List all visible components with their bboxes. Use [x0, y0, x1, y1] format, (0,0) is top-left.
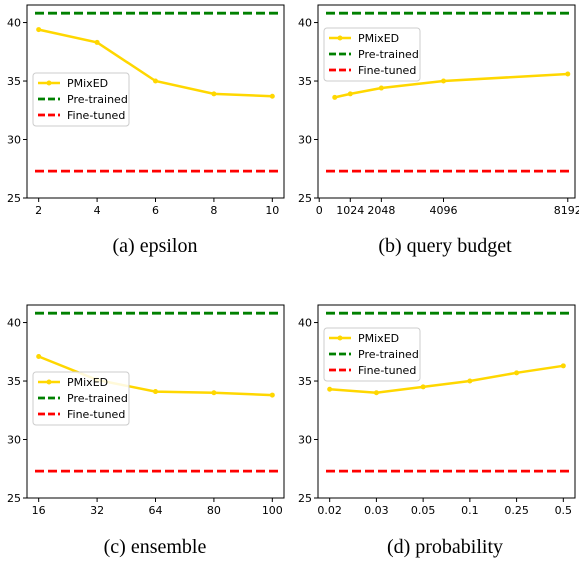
data-point-pmixed: [378, 85, 384, 91]
y-tick-label: 40: [7, 17, 21, 30]
data-point-pmixed: [211, 390, 217, 396]
y-tick-label: 30: [7, 434, 21, 447]
legend-label-finetuned: Fine-tuned: [67, 109, 125, 122]
legend-label-pretrained: Pre-trained: [67, 93, 128, 106]
caption-epsilon: (a) epsilon: [113, 235, 198, 257]
legend-marker: [337, 35, 343, 41]
data-point-pmixed: [269, 392, 275, 398]
chart-marks: 25 30 35 40 0.02 0.03 0.05 0.1 0.25 0.5 PMixED Pre-…: [298, 311, 573, 517]
chart-ensemble: 25 30 35 40 16 32 64 80 100 PMixED Pre-trained Fine…: [7, 304, 285, 558]
data-point-pmixed: [514, 370, 520, 376]
y-tick-label: 25: [298, 492, 312, 505]
legend-marker: [46, 80, 52, 86]
legend-box: [323, 27, 421, 82]
x-tick-label: 8: [210, 204, 217, 217]
data-point-pmixed: [440, 78, 446, 84]
legend-label-pretrained: Pre-trained: [67, 392, 128, 405]
x-tick-label: 2: [35, 204, 42, 217]
data-point-pmixed: [36, 27, 42, 33]
data-point-pmixed: [560, 363, 566, 369]
series-line-pmixed: [329, 364, 564, 394]
y-tick-label: 40: [298, 317, 312, 330]
legend-label-pretrained: Pre-trained: [358, 348, 419, 361]
x-tick-label: 8192: [554, 204, 579, 217]
y-tick-label: 35: [298, 75, 312, 88]
x-tick-label: 64: [149, 504, 163, 517]
data-point-pmixed: [347, 91, 353, 97]
data-point-pmixed: [467, 378, 473, 384]
data-point-pmixed: [327, 386, 333, 392]
legend-marker: [46, 379, 52, 385]
chart-marks: 25 30 35 40 0 1024 2048 4096 8192 PMixED Pre-train…: [298, 11, 579, 217]
data-point-pmixed: [565, 71, 571, 77]
y-tick-label: 30: [7, 134, 21, 147]
x-tick-label: 4096: [429, 204, 457, 217]
legend-label-pmixed: PMixED: [67, 376, 108, 389]
x-tick-label: 100: [262, 504, 283, 517]
x-tick-label: 80: [207, 504, 221, 517]
data-point-pmixed: [36, 353, 42, 359]
data-point-pmixed: [94, 39, 100, 45]
y-tick-label: 25: [7, 192, 21, 205]
chart-marks: 25 30 35 40 2 4 6 8 10 PMixED Pre-trained Fine-tune…: [7, 11, 280, 217]
data-point-pmixed: [269, 93, 275, 99]
y-tick-label: 35: [7, 75, 21, 88]
legend-label-finetuned: Fine-tuned: [358, 64, 416, 77]
legend-label-finetuned: Fine-tuned: [67, 408, 125, 421]
x-tick-label: 16: [32, 504, 46, 517]
x-tick-label: 0.5: [555, 504, 573, 517]
y-tick-label: 40: [7, 317, 21, 330]
x-tick-label: 0.1: [461, 504, 479, 517]
y-tick-label: 25: [7, 492, 21, 505]
data-point-pmixed: [211, 91, 217, 97]
legend-box: [32, 72, 130, 127]
y-tick-label: 35: [298, 375, 312, 388]
data-point-pmixed: [153, 389, 158, 395]
x-tick-label: 2048: [367, 204, 395, 217]
y-tick-label: 30: [298, 434, 312, 447]
data-point-pmixed: [153, 78, 158, 84]
y-tick-label: 25: [298, 192, 312, 205]
y-tick-label: 40: [298, 17, 312, 30]
legend-label-pmixed: PMixED: [67, 77, 108, 90]
data-point-pmixed: [420, 384, 426, 390]
x-tick-label: 4: [94, 204, 101, 217]
chart-epsilon: 25 30 35 40 2 4 6 8 10 PMixED Pre-trained Fine-tune…: [7, 4, 285, 257]
legend-box: [323, 327, 421, 382]
caption-probability: (d) probability: [387, 536, 503, 558]
x-tick-label: 0.02: [317, 504, 342, 517]
legend-label-finetuned: Fine-tuned: [358, 364, 416, 377]
chart-query-budget: 25 30 35 40 0 1024 2048 4096 8192 PMixED Pre-train…: [298, 4, 579, 257]
chart-marks: 25 30 35 40 16 32 64 80 100 PMixED Pre-trained Fine…: [7, 311, 283, 517]
legend-marker: [337, 335, 343, 341]
x-tick-label: 0.05: [411, 504, 436, 517]
y-tick-label: 35: [7, 375, 21, 388]
plot-frame: [317, 304, 576, 499]
legend-box: [32, 371, 130, 426]
y-tick-label: 30: [298, 134, 312, 147]
data-point-pmixed: [332, 94, 338, 100]
caption-query-budget: (b) query budget: [378, 235, 512, 257]
legend-label-pretrained: Pre-trained: [358, 48, 419, 61]
x-tick-label: 6: [152, 204, 159, 217]
caption-ensemble: (c) ensemble: [104, 536, 207, 558]
x-tick-label: 0.25: [504, 504, 529, 517]
x-tick-label: 1024: [336, 204, 364, 217]
chart-probability: 25 30 35 40 0.02 0.03 0.05 0.1 0.25 0.5 PMixED Pre-…: [298, 304, 576, 558]
x-tick-label: 32: [90, 504, 104, 517]
x-tick-label: 0.03: [364, 504, 389, 517]
legend-label-pmixed: PMixED: [358, 332, 399, 345]
legend-label-pmixed: PMixED: [358, 32, 399, 45]
data-point-pmixed: [373, 390, 379, 396]
plot-frame: [317, 4, 576, 199]
x-tick-label: 10: [265, 204, 279, 217]
x-tick-label: 0: [316, 204, 323, 217]
